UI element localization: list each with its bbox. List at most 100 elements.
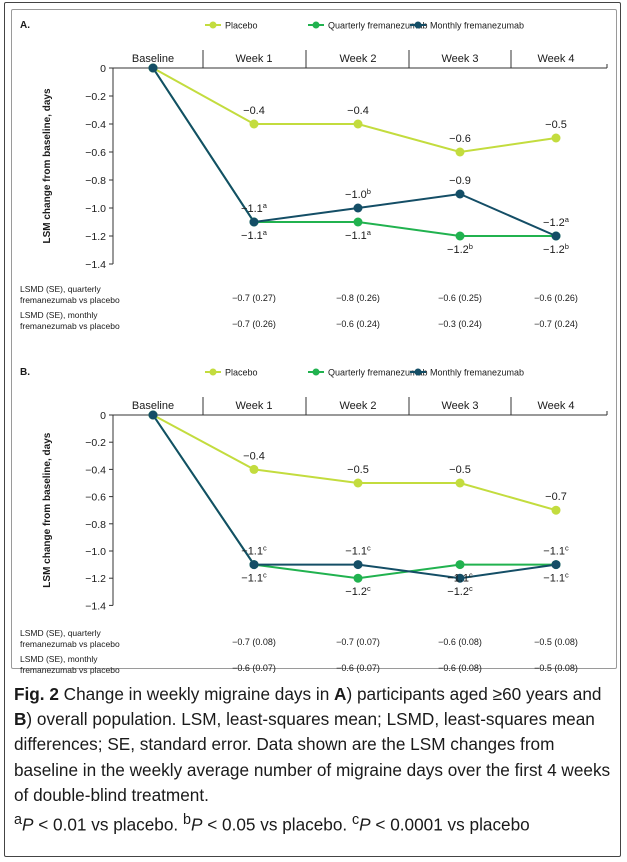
y-axis-label: LSM change from baseline, days bbox=[42, 432, 53, 587]
data-label: −0.4 bbox=[243, 105, 265, 117]
y-tick-label: −0.2 bbox=[85, 437, 106, 449]
x-tick-label: Week 4 bbox=[537, 53, 574, 65]
data-point bbox=[455, 231, 465, 241]
x-tick-label: Week 2 bbox=[339, 400, 376, 412]
legend-swatch-marker bbox=[414, 368, 422, 376]
data-label: −0.5 bbox=[449, 464, 471, 476]
caption-text-3: ) overall population. LSM, least-squares… bbox=[14, 709, 611, 805]
series-line bbox=[152, 414, 557, 512]
legend-label: Placebo bbox=[225, 21, 258, 31]
caption-panel-a: A bbox=[334, 684, 347, 704]
lsmd-value: −0.6 (0.25) bbox=[438, 293, 482, 303]
data-label: −1.2c bbox=[447, 584, 473, 598]
data-point bbox=[353, 203, 363, 213]
data-point bbox=[455, 189, 465, 199]
data-label: −1.1c bbox=[241, 544, 267, 558]
y-tick-label: −1.2 bbox=[85, 231, 106, 243]
lsmd-row-label: fremanezumab vs placebo bbox=[20, 321, 120, 331]
lsmd-value: −0.6 (0.26) bbox=[534, 293, 578, 303]
lsmd-row-label: fremanezumab vs placebo bbox=[20, 295, 120, 305]
data-point bbox=[148, 410, 158, 420]
footnote-c-text: < 0.0001 vs placebo bbox=[370, 814, 530, 835]
lsmd-row-label: LSMD (SE), monthly bbox=[20, 310, 98, 320]
data-point bbox=[249, 217, 259, 227]
data-point bbox=[551, 133, 561, 143]
data-label: −1.1a bbox=[241, 201, 268, 215]
footnote-a-text: < 0.01 vs placebo. bbox=[33, 814, 183, 835]
x-tick-label: Week 3 bbox=[441, 400, 478, 412]
legend-swatch-marker bbox=[209, 21, 217, 29]
footnote-b-marker: b bbox=[182, 812, 191, 829]
lsmd-value: −0.5 (0.08) bbox=[534, 637, 578, 647]
lsmd-row-label: LSMD (SE), quarterly bbox=[20, 284, 102, 294]
lsmd-value: −0.7 (0.07) bbox=[336, 637, 380, 647]
y-tick-label: −1.2 bbox=[85, 573, 106, 585]
data-label: −1.2c bbox=[345, 584, 371, 598]
data-label: −1.1c bbox=[447, 571, 473, 585]
legend-swatch-marker bbox=[312, 368, 320, 376]
lsmd-value: −0.5 (0.08) bbox=[534, 663, 578, 673]
lsmd-value: −0.7 (0.24) bbox=[534, 319, 578, 329]
data-label: −1.1c bbox=[345, 544, 371, 558]
y-tick-label: −0.6 bbox=[85, 492, 106, 504]
figure-panels-box bbox=[11, 9, 617, 669]
data-point bbox=[353, 217, 363, 227]
lsmd-row-label: fremanezumab vs placebo bbox=[20, 639, 120, 649]
x-tick-label: Week 2 bbox=[339, 53, 376, 65]
data-label: −1.0b bbox=[345, 187, 371, 201]
lsmd-row-label: fremanezumab vs placebo bbox=[20, 665, 120, 675]
data-label: −1.2b bbox=[543, 242, 569, 256]
y-tick-label: −0.4 bbox=[85, 464, 106, 476]
footnote-c-p: P bbox=[359, 814, 371, 835]
data-point bbox=[455, 478, 465, 488]
legend-label: Placebo bbox=[225, 368, 258, 378]
y-tick-label: −1.0 bbox=[85, 546, 106, 558]
footnote-b-p: P bbox=[190, 814, 203, 835]
figure-chart: A. Placebo Quarterly fremanezumab Monthly f… bbox=[20, 20, 608, 675]
data-point bbox=[353, 478, 363, 488]
data-label: −1.1c bbox=[543, 544, 569, 558]
data-label: −0.5 bbox=[545, 119, 567, 131]
data-point bbox=[353, 560, 363, 570]
data-point bbox=[551, 505, 561, 515]
x-tick-label: Week 4 bbox=[537, 400, 574, 412]
footnote-c-marker: c bbox=[351, 812, 360, 829]
lsmd-value: −0.6 (0.07) bbox=[336, 663, 380, 673]
legend-label: Quarterly fremanezumab bbox=[328, 368, 428, 378]
x-tick-label: Week 1 bbox=[235, 53, 272, 65]
legend-label: Monthly fremanezumab bbox=[430, 21, 524, 31]
x-tick-label: Baseline bbox=[132, 400, 174, 412]
lsmd-value: −0.8 (0.26) bbox=[336, 293, 380, 303]
y-tick-label: −1.4 bbox=[85, 600, 106, 612]
figure-caption: Fig. 2 Change in weekly migraine days in… bbox=[14, 682, 612, 838]
caption-text-1: Change in weekly migraine days in bbox=[58, 684, 335, 704]
panel-label: B. bbox=[20, 367, 30, 378]
caption-panel-b: B bbox=[14, 709, 27, 730]
legend-swatch-marker bbox=[414, 21, 422, 29]
data-point bbox=[455, 147, 465, 157]
lsmd-row-label: LSMD (SE), quarterly bbox=[20, 628, 102, 638]
lsmd-value: −0.7 (0.26) bbox=[232, 319, 276, 329]
caption-text-2: ) participants aged ≥60 years and bbox=[346, 684, 602, 704]
lsmd-row-label: LSMD (SE), monthly bbox=[20, 654, 98, 664]
y-tick-label: 0 bbox=[100, 410, 106, 422]
panel-label: A. bbox=[20, 20, 30, 31]
y-tick-label: −1.4 bbox=[85, 259, 106, 271]
data-label: −1.1c bbox=[543, 571, 569, 585]
y-tick-label: 0 bbox=[100, 63, 106, 75]
legend-label: Monthly fremanezumab bbox=[430, 368, 524, 378]
legend-swatch-marker bbox=[312, 21, 320, 29]
y-tick-label: −1.0 bbox=[85, 203, 106, 215]
lsmd-value: −0.6 (0.08) bbox=[438, 663, 482, 673]
footnote-a-marker: a bbox=[14, 812, 22, 829]
data-label: −0.7 bbox=[545, 491, 567, 503]
lsmd-value: −0.7 (0.08) bbox=[232, 637, 276, 647]
data-point bbox=[455, 573, 465, 583]
data-point bbox=[353, 119, 363, 129]
y-tick-label: −0.2 bbox=[85, 91, 106, 103]
x-tick-label: Week 1 bbox=[235, 400, 272, 412]
data-label: −1.2b bbox=[447, 242, 473, 256]
footnote-b-text: < 0.05 vs placebo. bbox=[202, 814, 352, 835]
data-point bbox=[353, 573, 363, 583]
y-tick-label: −0.4 bbox=[85, 119, 106, 131]
